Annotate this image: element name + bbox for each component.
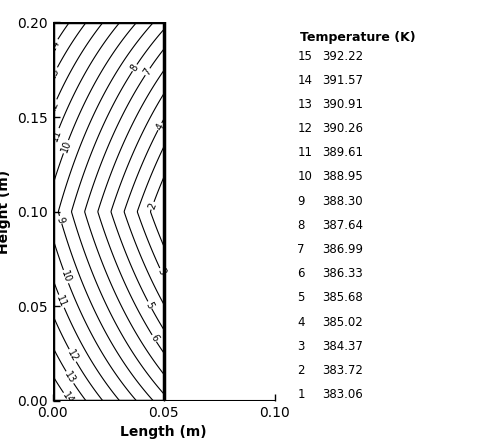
- Text: 389.61: 389.61: [322, 146, 364, 159]
- Text: 392.22: 392.22: [322, 49, 364, 63]
- Text: 14: 14: [298, 73, 312, 87]
- Text: 5: 5: [298, 291, 305, 305]
- Text: 12: 12: [65, 348, 80, 363]
- Text: 12: 12: [47, 98, 61, 114]
- Text: 383.06: 383.06: [322, 388, 363, 401]
- Text: 383.72: 383.72: [322, 364, 364, 377]
- Text: 9: 9: [55, 215, 66, 224]
- Text: 388.95: 388.95: [322, 170, 363, 184]
- Text: 3: 3: [156, 267, 168, 276]
- Text: 6: 6: [298, 267, 305, 280]
- Text: 5: 5: [144, 300, 156, 310]
- Text: 4: 4: [154, 121, 166, 132]
- Text: 10: 10: [298, 170, 312, 184]
- Text: Temperature (K): Temperature (K): [300, 31, 416, 44]
- Text: 7: 7: [298, 243, 305, 256]
- Text: 11: 11: [54, 293, 68, 309]
- Text: 2: 2: [147, 201, 158, 211]
- Text: 9: 9: [298, 194, 305, 208]
- Text: 4: 4: [298, 315, 305, 329]
- Text: 10: 10: [59, 269, 73, 284]
- Text: 10: 10: [59, 139, 73, 154]
- Text: 13: 13: [62, 370, 78, 385]
- Text: 11: 11: [50, 127, 64, 142]
- Text: 3: 3: [298, 340, 305, 353]
- Text: 13: 13: [47, 66, 62, 82]
- Text: 390.91: 390.91: [322, 98, 364, 111]
- Text: 7: 7: [142, 66, 154, 77]
- Text: 15: 15: [298, 49, 312, 63]
- Y-axis label: Height (m): Height (m): [0, 170, 12, 254]
- Text: 14: 14: [60, 391, 75, 406]
- Text: 390.26: 390.26: [322, 122, 364, 135]
- Text: 386.33: 386.33: [322, 267, 363, 280]
- Text: 391.57: 391.57: [322, 73, 364, 87]
- Text: 385.02: 385.02: [322, 315, 363, 329]
- Text: 6: 6: [148, 333, 160, 344]
- Text: 11: 11: [298, 146, 312, 159]
- Text: 1: 1: [298, 388, 305, 401]
- Text: 388.30: 388.30: [322, 194, 363, 208]
- Text: 8: 8: [298, 219, 305, 232]
- X-axis label: Length (m): Length (m): [120, 426, 207, 439]
- Text: 13: 13: [298, 98, 312, 111]
- Text: 386.99: 386.99: [322, 243, 364, 256]
- Text: 14: 14: [46, 38, 62, 53]
- Text: 387.64: 387.64: [322, 219, 364, 232]
- Text: 8: 8: [129, 63, 140, 73]
- Text: 384.37: 384.37: [322, 340, 364, 353]
- Text: 12: 12: [298, 122, 312, 135]
- Text: 2: 2: [298, 364, 305, 377]
- Text: 385.68: 385.68: [322, 291, 363, 305]
